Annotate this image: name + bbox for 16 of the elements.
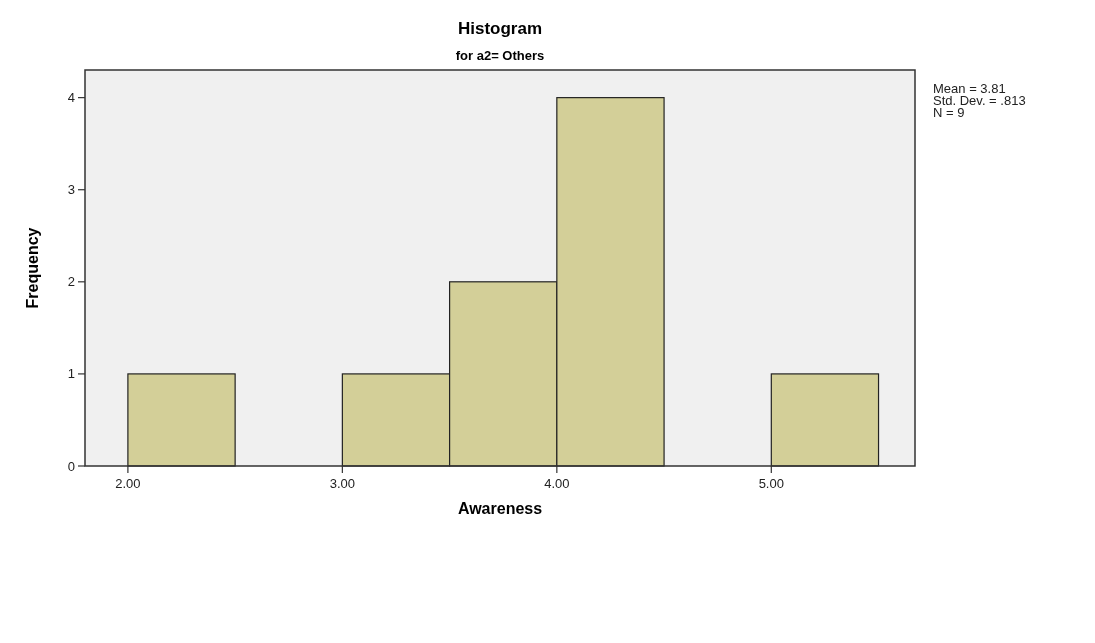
chart-title: Histogram (457, 19, 543, 38)
y-tick-label: 3 (67, 182, 75, 198)
text: Std. Dev. = .813 (933, 93, 1026, 108)
x-tick-label: 5.00 (758, 476, 784, 491)
y-tick-label: 1 (67, 366, 75, 382)
x-tick-label: 3.00 (329, 476, 356, 491)
x-tick-label: 2.00 (115, 476, 141, 491)
y-axis-title: Frequency (24, 227, 41, 309)
x-tick-label: 4.00 (544, 476, 570, 491)
text: N = 9 (933, 105, 965, 120)
y-tick-label: 4 (67, 90, 75, 106)
y-tick-label: 2 (67, 274, 75, 290)
y-tick-label: 0 (67, 458, 75, 474)
chart-subtitle: for a2= Others (455, 48, 545, 63)
x-axis-title: Awareness (457, 500, 543, 517)
text: Mean = 3.81 (933, 81, 1006, 96)
